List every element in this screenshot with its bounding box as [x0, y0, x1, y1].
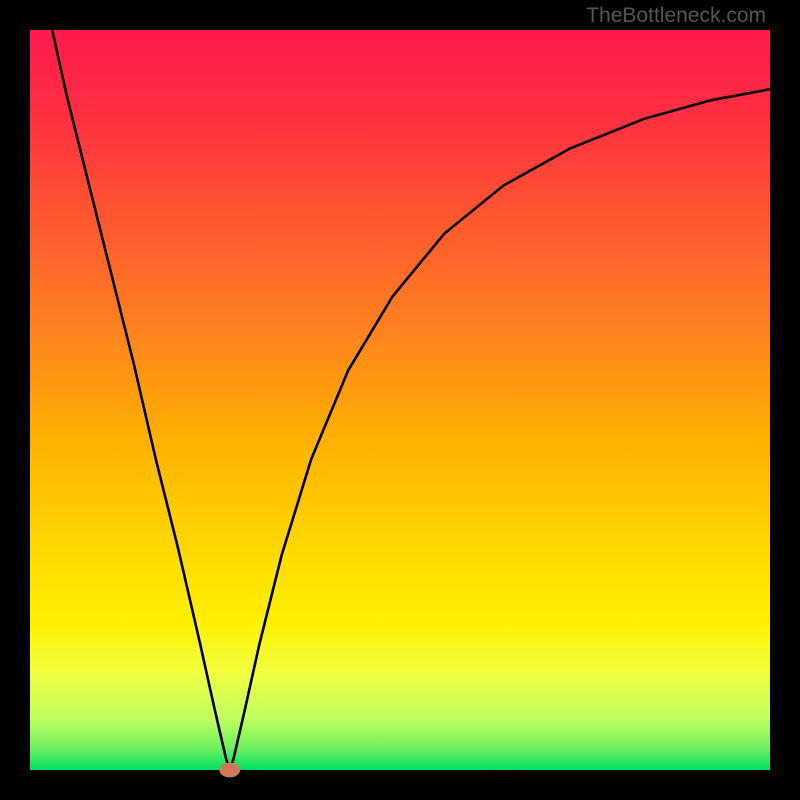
chart-frame: TheBottleneck.com	[0, 0, 800, 800]
plot-area	[30, 30, 770, 770]
bottleneck-curve	[52, 30, 770, 770]
watermark-text: TheBottleneck.com	[586, 4, 766, 28]
curve-layer	[30, 30, 770, 770]
min-point-marker	[219, 763, 240, 778]
